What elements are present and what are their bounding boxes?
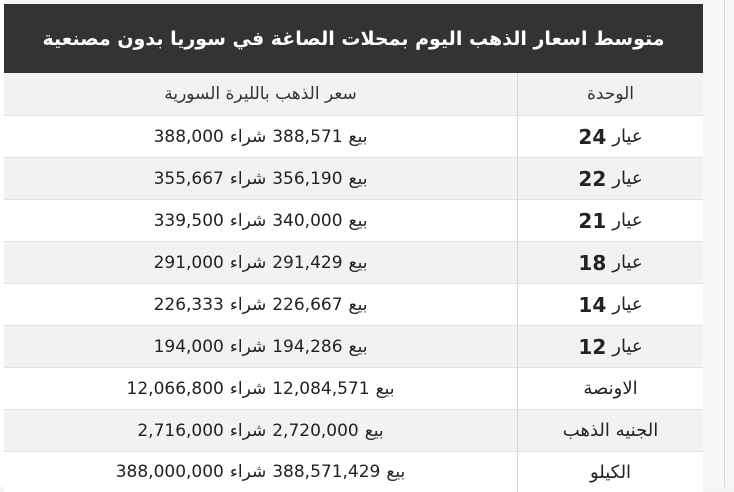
price-cell: بيع 291,429 شراء 291,000 (4, 242, 517, 283)
karat-cell: عيار 24 (517, 116, 703, 157)
price-cell: بيع 2,720,000 شراء 2,716,000 (4, 410, 517, 451)
buy-value: 194,000 (153, 336, 224, 357)
karat-word: عيار (612, 168, 643, 189)
header-price: سعر الذهب بالليرة السورية (164, 84, 357, 104)
buy-label: شراء (229, 126, 267, 147)
buy-value: 339,500 (153, 210, 224, 231)
karat-cell: عيار 21 (517, 200, 703, 241)
karat-cell: عيار 18 (517, 242, 703, 283)
table-row: الجنيه الذهب بيع 2,720,000 شراء 2,716,000 (4, 410, 703, 452)
price-cell: بيع 12,084,571 شراء 12,066,800 (4, 368, 517, 409)
price-cell: بيع 388,571 شراء 388,000 (4, 116, 517, 157)
table-row: عيار 14 بيع 226,667 شراء 226,333 (4, 284, 703, 326)
table-row: الكيلو بيع 388,571,429 شراء 388,000,000 (4, 452, 703, 492)
karat-value: 12 (578, 334, 607, 359)
karat-value: 22 (578, 166, 607, 191)
sell-value: 340,000 (272, 210, 343, 231)
price-cell: بيع 194,286 شراء 194,000 (4, 326, 517, 367)
sell-value: 12,084,571 (272, 378, 370, 399)
karat-value: 21 (578, 208, 607, 233)
karat-cell: عيار 12 (517, 326, 703, 367)
table-title: متوسط اسعار الذهب اليوم بمحلات الصاغة في… (4, 4, 703, 73)
price-cell: بيع 226,667 شراء 226,333 (4, 284, 517, 325)
buy-label: شراء (229, 252, 267, 273)
sell-value: 388,571 (272, 126, 343, 147)
price-cell: بيع 356,190 شراء 355,667 (4, 158, 517, 199)
buy-value: 291,000 (153, 252, 224, 273)
table-row: عيار 21 بيع 340,000 شراء 339,500 (4, 200, 703, 242)
sell-label: بيع (375, 378, 395, 399)
karat-word: عيار (612, 210, 643, 231)
table-row: عيار 18 بيع 291,429 شراء 291,000 (4, 242, 703, 284)
buy-label: شراء (229, 168, 267, 189)
karat-value: 24 (578, 124, 607, 149)
karat-cell: عيار 14 (517, 284, 703, 325)
table-row: الاونصة بيع 12,084,571 شراء 12,066,800 (4, 368, 703, 410)
karat-word: عيار (612, 336, 643, 357)
sell-label: بيع (386, 462, 406, 482)
karat-cell: عيار 22 (517, 158, 703, 199)
page-margin (703, 0, 734, 487)
sell-label: بيع (364, 420, 384, 441)
sell-value: 356,190 (272, 168, 343, 189)
buy-label: شراء (229, 294, 267, 315)
buy-label: شراء (229, 336, 267, 357)
sell-value: 226,667 (272, 294, 343, 315)
karat-word: عيار (612, 252, 643, 273)
sell-value: 388,571,429 (272, 462, 381, 482)
unit-cell: الكيلو (517, 452, 703, 492)
sell-label: بيع (348, 252, 368, 273)
buy-label: شراء (229, 210, 267, 231)
sell-value: 291,429 (272, 252, 343, 273)
table-row: عيار 12 بيع 194,286 شراء 194,000 (4, 326, 703, 368)
price-cell: بيع 388,571,429 شراء 388,000,000 (4, 452, 517, 492)
buy-value: 388,000 (153, 126, 224, 147)
table-row: عيار 24 بيع 388,571 شراء 388,000 (4, 116, 703, 158)
buy-value: 12,066,800 (126, 378, 224, 399)
buy-label: شراء (229, 378, 267, 399)
left-edge (0, 0, 4, 487)
buy-value: 226,333 (153, 294, 224, 315)
buy-label: شراء (229, 462, 267, 482)
price-cell: بيع 340,000 شراء 339,500 (4, 200, 517, 241)
sell-value: 2,720,000 (272, 420, 359, 441)
buy-value: 388,000,000 (115, 462, 224, 482)
sell-label: بيع (348, 210, 368, 231)
karat-word: عيار (612, 294, 643, 315)
sell-label: بيع (348, 126, 368, 147)
header-unit: الوحدة (517, 73, 703, 115)
gold-price-table: متوسط اسعار الذهب اليوم بمحلات الصاغة في… (4, 4, 703, 492)
table-header-row: الوحدة سعر الذهب بالليرة السورية (4, 73, 703, 116)
unit-cell: الاونصة (517, 368, 703, 409)
buy-value: 2,716,000 (137, 420, 224, 441)
sell-label: بيع (348, 168, 368, 189)
karat-value: 18 (578, 250, 607, 275)
buy-value: 355,667 (153, 168, 224, 189)
unit-cell: الجنيه الذهب (517, 410, 703, 451)
sell-value: 194,286 (272, 336, 343, 357)
karat-value: 14 (578, 292, 607, 317)
scrollbar-divider (724, 0, 725, 487)
karat-word: عيار (612, 126, 643, 147)
sell-label: بيع (348, 336, 368, 357)
table-row: عيار 22 بيع 356,190 شراء 355,667 (4, 158, 703, 200)
sell-label: بيع (348, 294, 368, 315)
buy-label: شراء (229, 420, 267, 441)
